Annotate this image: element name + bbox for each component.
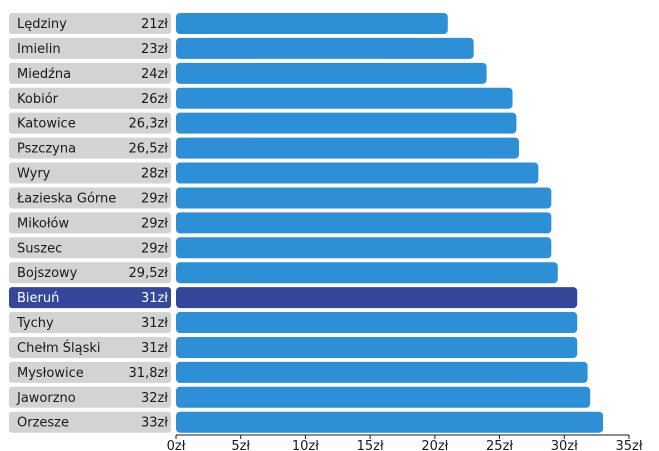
category-label: Suszec <box>17 241 62 256</box>
value-label: 26,5zł <box>129 142 169 157</box>
value-label: 21zł <box>141 17 168 32</box>
category-label: Pszczyna <box>17 142 76 157</box>
category-label: Katowice <box>17 117 76 132</box>
x-tick-label: 30zł <box>551 439 578 451</box>
category-label: Mysłowice <box>17 366 84 381</box>
category-label: Kobiór <box>17 92 59 107</box>
bar <box>176 411 604 433</box>
category-label-box <box>9 237 171 259</box>
value-label: 26,3zł <box>129 117 169 132</box>
category-label: Imielin <box>17 42 61 57</box>
category-label-box <box>9 13 171 34</box>
bar <box>176 62 487 84</box>
category-label: Orzesze <box>17 416 69 431</box>
category-label: Łazieska Górne <box>16 191 116 206</box>
bar <box>176 361 588 383</box>
category-label-box <box>9 187 171 209</box>
bar <box>176 336 578 358</box>
category-label-box <box>9 112 171 134</box>
category-label-box <box>9 137 171 159</box>
value-label: 29zł <box>141 241 168 256</box>
bar <box>176 312 578 334</box>
bar <box>176 287 578 309</box>
category-label-box <box>9 361 171 383</box>
category-label-box <box>9 312 171 334</box>
category-label: Bieruń <box>17 291 59 306</box>
category-label-box <box>9 262 171 284</box>
value-label: 31zł <box>141 316 168 331</box>
value-label: 24zł <box>141 67 168 82</box>
category-label: Tychy <box>16 316 54 331</box>
bar <box>176 112 517 134</box>
bar <box>176 187 552 209</box>
bar <box>176 13 448 34</box>
value-label: 31zł <box>141 341 168 356</box>
bar <box>176 137 519 159</box>
x-tick-label: 15zł <box>357 439 384 451</box>
value-label: 23zł <box>141 42 168 57</box>
category-label-box <box>9 62 171 84</box>
value-label: 33zł <box>141 416 168 431</box>
x-tick-label: 20zł <box>421 439 448 451</box>
x-tick-label: 5zł <box>231 439 250 451</box>
category-label-box <box>9 411 171 433</box>
value-label: 31zł <box>141 291 168 306</box>
x-tick-label: 25zł <box>486 439 513 451</box>
category-label: Chełm Śląski <box>17 340 101 356</box>
category-label-box <box>9 87 171 109</box>
value-label: 29zł <box>141 191 168 206</box>
category-label: Lędziny <box>17 17 67 32</box>
value-label: 31,8zł <box>129 366 169 381</box>
category-label: Jaworzno <box>16 391 76 406</box>
category-label: Miedźna <box>17 67 71 82</box>
category-label: Wyry <box>17 167 51 182</box>
value-label: 26zł <box>141 92 168 107</box>
category-label-box <box>9 162 171 184</box>
bar <box>176 262 558 284</box>
category-label-box <box>9 386 171 408</box>
bar <box>176 87 513 109</box>
x-tick-label: 0zł <box>167 439 186 451</box>
bar <box>176 212 552 234</box>
bar <box>176 386 591 408</box>
category-label: Mikołów <box>17 216 69 231</box>
category-label-box <box>9 212 171 234</box>
category-label-box <box>9 37 171 59</box>
category-label-box <box>9 336 171 358</box>
bar <box>176 37 474 59</box>
bar <box>176 162 539 184</box>
value-label: 29,5zł <box>129 266 169 281</box>
value-label: 28zł <box>141 167 168 182</box>
category-label: Bojszowy <box>17 266 78 281</box>
x-tick-label: 10zł <box>292 439 319 451</box>
category-label-box <box>9 287 171 309</box>
x-tick-label: 35zł <box>615 439 642 451</box>
value-label: 32zł <box>141 391 168 406</box>
bar <box>176 237 552 259</box>
value-label: 29zł <box>141 216 168 231</box>
